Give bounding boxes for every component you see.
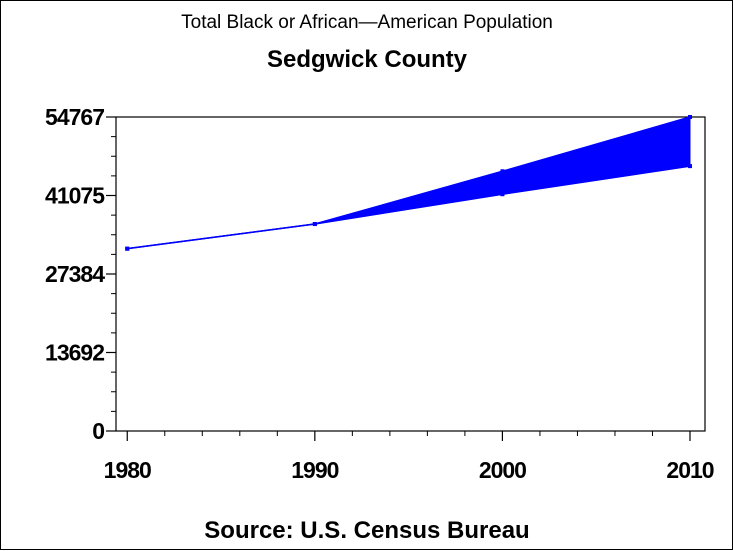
series-2-point [125, 246, 130, 251]
y-tick-label: 13692 [45, 340, 104, 366]
data-marks [125, 115, 692, 251]
series-2-point [687, 164, 692, 169]
series-line-1 [127, 116, 691, 250]
source-footnote: Source: U.S. Census Bureau [204, 517, 529, 544]
series-2-point [312, 222, 317, 227]
series-1-point [687, 115, 692, 119]
chart-title: Total Black or African—American Populati… [181, 12, 553, 33]
chart-subtitle: Sedgwick County [267, 46, 468, 73]
y-tick-label: 54767 [45, 104, 104, 130]
series-line-2 [127, 165, 691, 250]
series-2-point [500, 192, 505, 197]
y-axis: 0 13692 27384 41075 54767 [45, 104, 116, 444]
population-band [127, 116, 691, 250]
y-tick-label: 0 [92, 418, 104, 444]
x-tick-label: 2010 [666, 457, 713, 483]
x-tick-label: 1990 [291, 457, 338, 483]
y-tick-label: 27384 [45, 261, 105, 287]
x-tick-label: 1980 [104, 457, 151, 483]
y-tick-label: 41075 [45, 183, 105, 209]
x-axis: 1980 1990 2000 2010 [104, 431, 715, 483]
x-tick-label: 2000 [479, 457, 526, 483]
series-1-point [500, 169, 505, 174]
